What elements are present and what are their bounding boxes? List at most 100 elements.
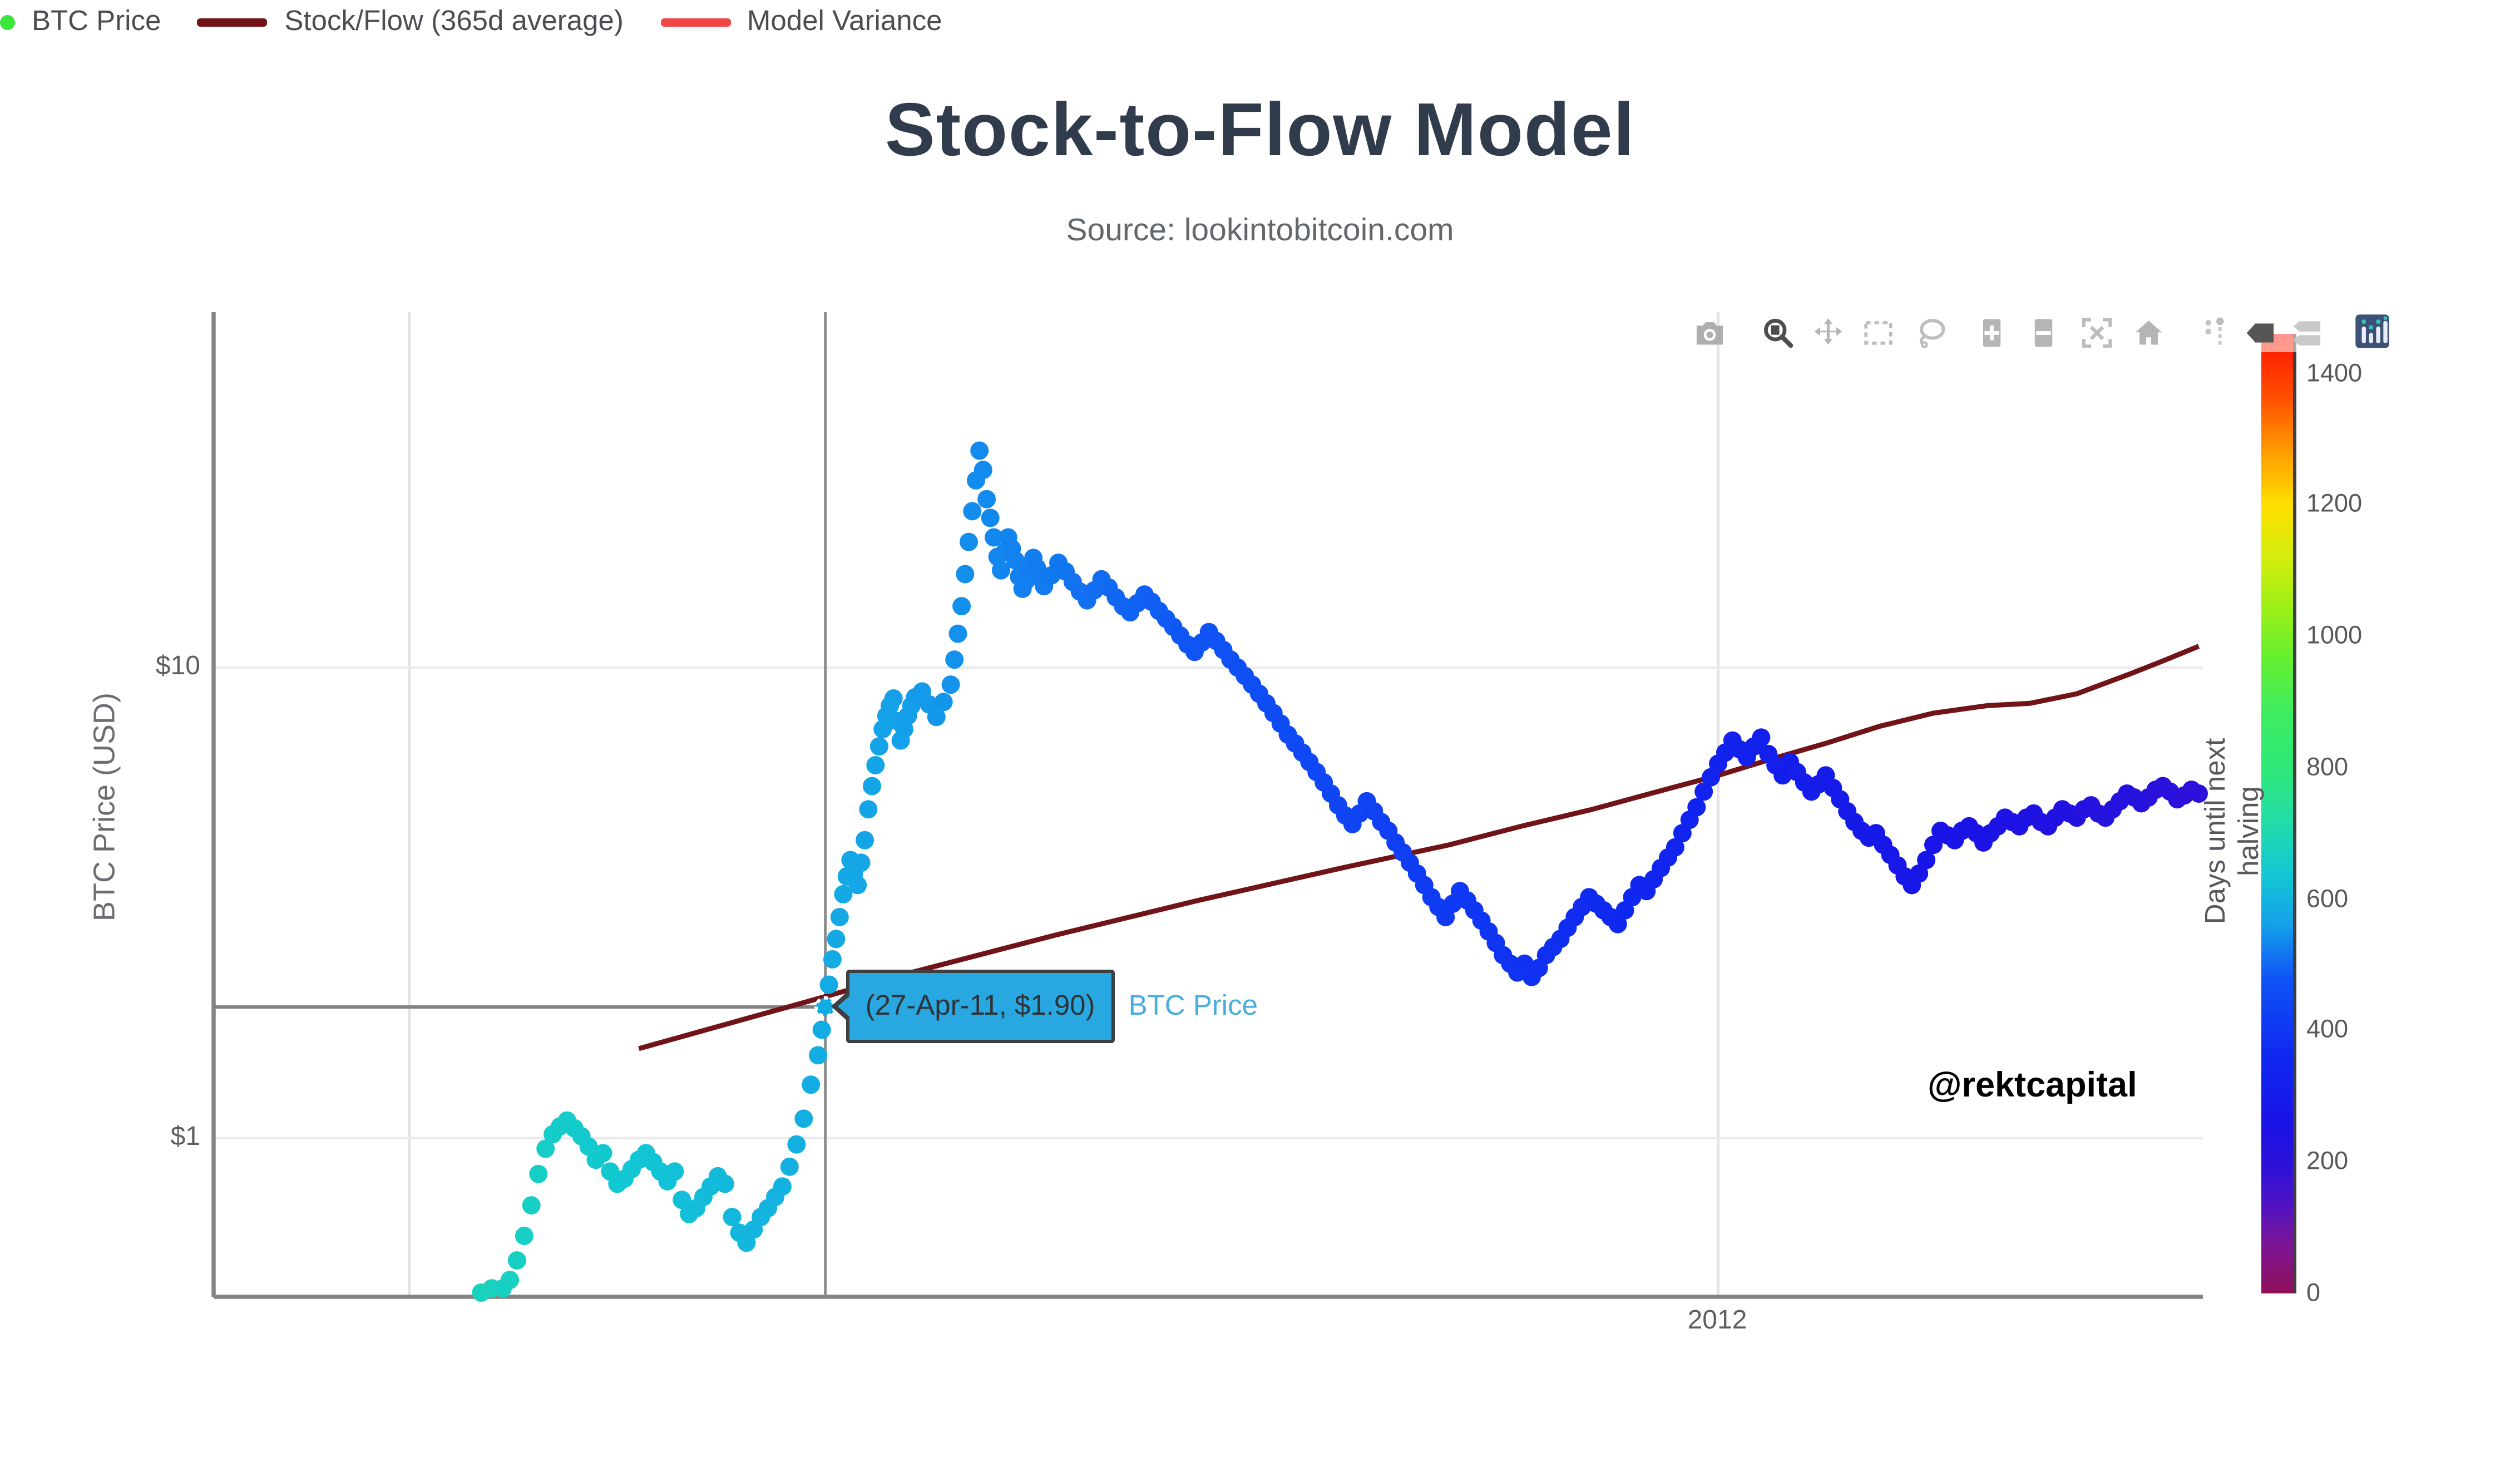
tooltip-box: (27-Apr-11, $1.90)	[830, 970, 1115, 1044]
hover-compare-icon[interactable]	[2290, 315, 2325, 350]
btc-price-point	[956, 565, 975, 584]
btc-price-point	[515, 1227, 533, 1245]
btc-price-point	[848, 876, 867, 895]
btc-price-point	[991, 561, 1010, 580]
btc-price-point	[819, 975, 838, 994]
btc-price-point	[501, 1271, 519, 1290]
zoom-in-icon[interactable]	[1974, 315, 2009, 350]
btc-price-point	[673, 1191, 691, 1209]
tooltip-trace-label: BTC Price	[1128, 990, 1258, 1023]
btc-price-point	[859, 800, 878, 819]
btc-price-point	[856, 831, 874, 849]
btc-price-point	[852, 853, 871, 872]
btc-price-point	[507, 1251, 526, 1270]
box-select-icon[interactable]	[1861, 315, 1896, 350]
legend-item-stock-flow-365d-average-[interactable]: Stock/Flow (365d average)	[197, 5, 624, 38]
colorbar-tick-label: 600	[2306, 885, 2349, 913]
btc-price-point	[941, 675, 960, 694]
btc-price-point	[970, 441, 989, 460]
btc-price-point	[715, 1174, 734, 1193]
btc-price-point	[927, 708, 946, 727]
colorbar-tick-label: 1400	[2306, 359, 2363, 388]
btc-price-point	[529, 1164, 548, 1183]
legend: BTC Price Stock/Flow (365d average) Model …	[0, 0, 2520, 43]
page-subtitle: Source: lookintobitcoin.com	[1066, 214, 1454, 249]
zoom-out-icon[interactable]	[2026, 315, 2061, 350]
btc-price-point	[1006, 551, 1025, 570]
autoscale-icon[interactable]	[2079, 315, 2114, 350]
btc-price-point	[866, 756, 885, 774]
legend-line-swatch	[660, 17, 730, 26]
btc-price-point	[1666, 838, 1684, 857]
btc-price-point	[869, 737, 888, 756]
btc-price-point	[945, 650, 964, 669]
pan-icon[interactable]	[1811, 315, 1846, 350]
btc-price-point	[830, 908, 849, 926]
btc-price-point	[960, 532, 978, 551]
zoom-icon[interactable]	[1761, 315, 1796, 350]
colorbar-tick-label: 0	[2306, 1279, 2321, 1308]
hover-closest-icon[interactable]	[2243, 315, 2278, 350]
btc-price-point	[2190, 784, 2208, 803]
btc-price-point	[723, 1208, 742, 1227]
plotly-logo-icon[interactable]	[2353, 312, 2389, 348]
btc-price-point	[812, 1020, 831, 1039]
btc-price-point	[802, 1075, 821, 1094]
x-tick-label-2012: 2012	[1687, 1307, 1747, 1335]
legend-label: BTC Price	[32, 5, 161, 37]
camera-icon[interactable]	[1692, 315, 1727, 350]
btc-price-point	[1752, 728, 1771, 747]
btc-price-point	[1702, 768, 1721, 787]
colorbar-tick-label: 400	[2306, 1016, 2349, 1045]
btc-price-point	[985, 528, 1003, 547]
btc-price-point	[522, 1196, 541, 1215]
btc-price-point	[1608, 915, 1627, 933]
btc-price-point	[823, 950, 842, 969]
btc-price-point	[794, 1109, 813, 1128]
btc-price-point	[536, 1139, 555, 1158]
btc-price-point	[1917, 851, 1936, 870]
btc-price-point	[827, 930, 846, 949]
legend-item-btc-price[interactable]: BTC Price	[0, 5, 161, 38]
btc-price-point	[948, 624, 967, 643]
colorbar	[2261, 334, 2296, 1293]
watermark: @rektcapital	[1928, 1066, 2137, 1105]
lasso-select-icon[interactable]	[1914, 315, 1949, 350]
btc-price-point	[773, 1177, 792, 1196]
y-axis-title: BTC Price (USD)	[87, 693, 121, 922]
btc-price-point	[594, 1144, 612, 1163]
legend-line-swatch	[197, 17, 268, 26]
colorbar-tick-label: 800	[2306, 753, 2349, 782]
btc-price-point	[1910, 864, 1929, 883]
legend-label: Stock/Flow (365d average)	[284, 5, 624, 37]
btc-price-point	[974, 461, 992, 480]
btc-price-point	[809, 1046, 828, 1065]
btc-price-point	[963, 502, 982, 521]
y-tick-label-1: $1	[170, 1123, 200, 1152]
btc-price-point	[977, 490, 996, 508]
reset-axes-home-icon[interactable]	[2131, 315, 2166, 350]
legend-marker-swatch	[0, 14, 15, 29]
y-tick-label-10: $10	[155, 653, 200, 681]
btc-price-point	[1687, 798, 1706, 817]
colorbar-tick-label: 200	[2306, 1148, 2349, 1177]
btc-price-point	[863, 777, 881, 796]
btc-price-point	[934, 693, 953, 712]
page-title: Stock-to-Flow Model	[885, 87, 1635, 172]
btc-price-point	[884, 689, 903, 708]
tooltip-arrow-icon	[837, 995, 851, 1019]
btc-price-point	[834, 885, 853, 903]
legend-label: Model Variance	[747, 5, 942, 37]
btc-price-point	[1694, 782, 1713, 801]
hover-tooltip: (27-Apr-11, $1.90) BTC Price	[830, 970, 1258, 1044]
btc-price-point	[780, 1157, 799, 1176]
btc-price-point	[1924, 836, 1943, 855]
legend-item-model-variance[interactable]: Model Variance	[660, 5, 942, 38]
btc-price-point	[1017, 571, 1036, 590]
btc-price-point	[787, 1135, 806, 1154]
toggle-spikelines-icon[interactable]	[2200, 315, 2235, 350]
tooltip-text: (27-Apr-11, $1.90)	[865, 990, 1095, 1023]
btc-price-point	[665, 1162, 684, 1181]
